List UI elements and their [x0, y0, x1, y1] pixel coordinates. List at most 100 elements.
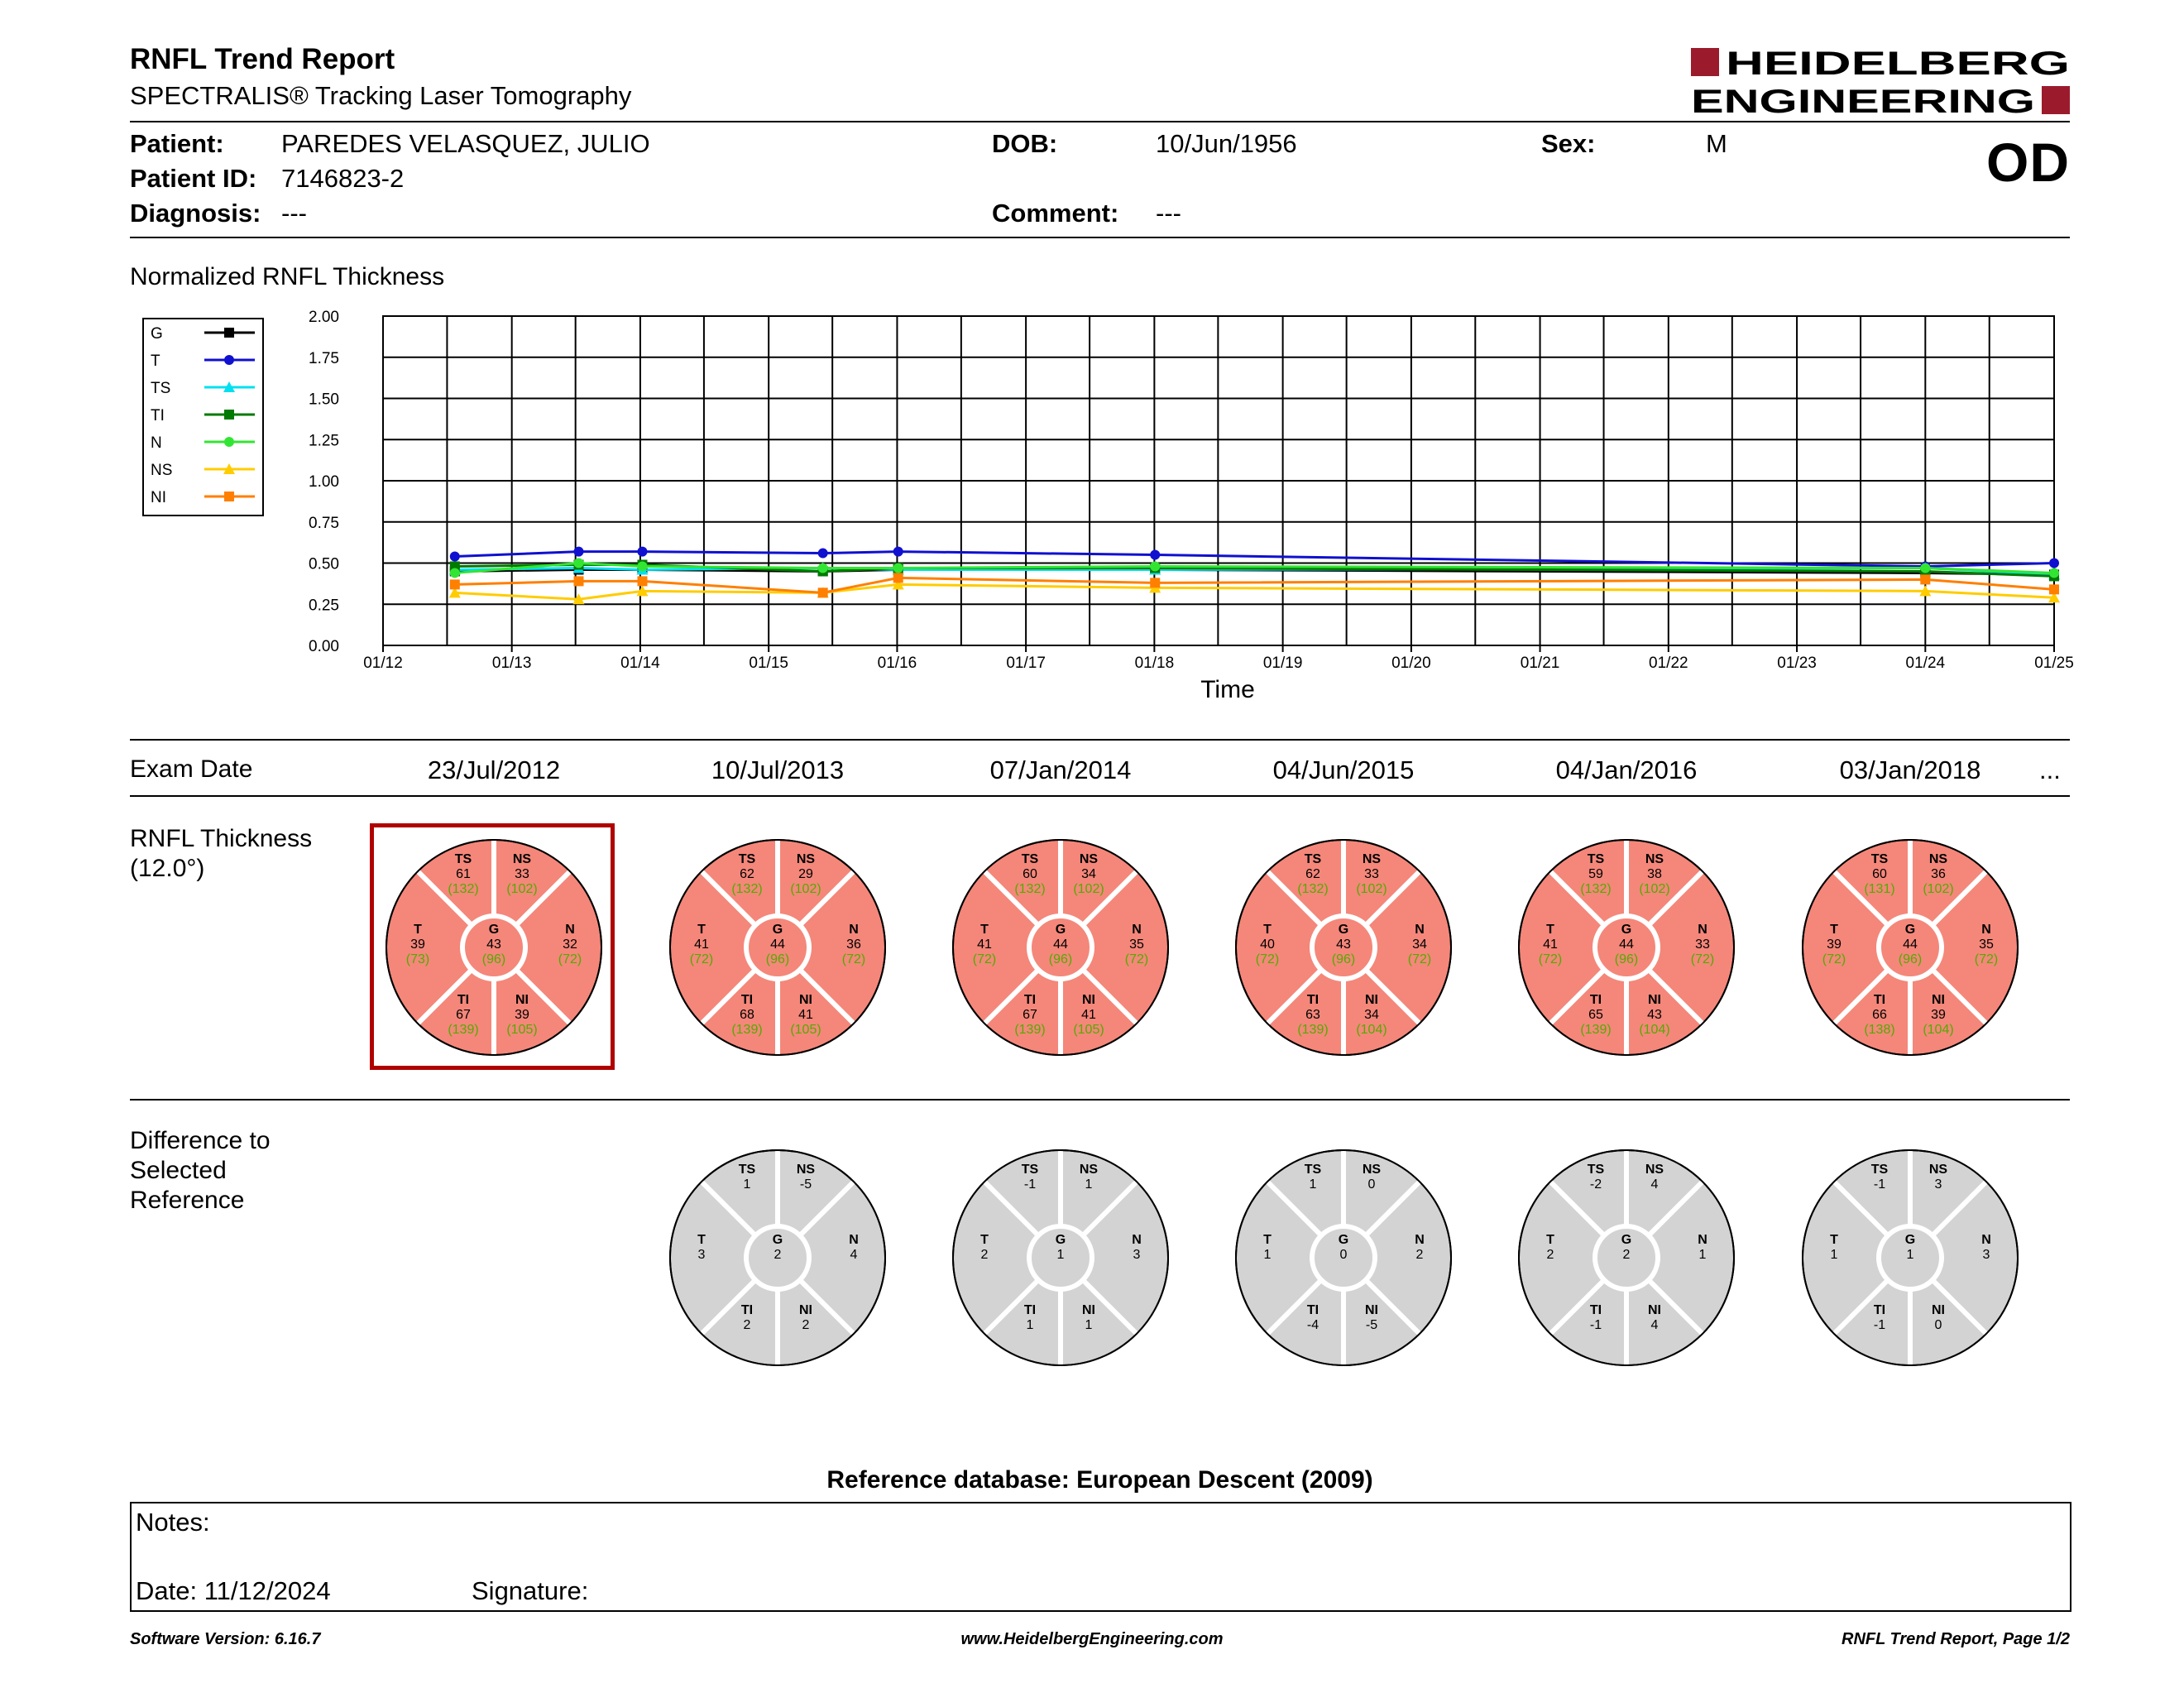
global-sector	[1592, 914, 1660, 981]
exam-date-5[interactable]: 04/Jan/2016	[1555, 755, 1698, 784]
sector-ts: TS-1	[1871, 1163, 1889, 1192]
exam-date-1[interactable]: 23/Jul/2012	[427, 755, 561, 784]
x-axis-label: Time	[1200, 676, 1255, 703]
x-tick-label: 01/19	[1263, 655, 1303, 672]
sector-g: G1	[1056, 1233, 1066, 1262]
report-title: RNFL Trend Report	[130, 43, 395, 75]
sector-name: TI	[457, 993, 469, 1007]
sector-n: N2	[1415, 1233, 1425, 1262]
sector-divider	[514, 967, 572, 1026]
sector-name: T	[697, 1233, 706, 1247]
sector-n: N33(72)	[1691, 923, 1714, 966]
sector-t: T41(72)	[1539, 923, 1562, 966]
thickness-circle-1: TS61(132)NS33(102)T39(73)G43(96)N32(72)T…	[386, 839, 602, 1056]
legend-item-ns: NS	[151, 462, 255, 479]
sector-reference: (96)	[1332, 952, 1355, 966]
global-sector	[1027, 1224, 1094, 1292]
sector-reference: (132)	[1297, 882, 1328, 896]
sector-ns: NS-5	[797, 1163, 816, 1192]
sector-reference: (72)	[1408, 952, 1431, 966]
legend-label: G	[151, 325, 163, 343]
sector-value: -5	[1366, 1318, 1377, 1332]
sector-ti: TI2	[741, 1303, 753, 1332]
sector-divider	[1548, 967, 1607, 1026]
exam-date-3[interactable]: 07/Jan/2014	[989, 755, 1132, 784]
difference-label-3: Reference	[130, 1187, 245, 1214]
sector-reference: (102)	[790, 882, 821, 896]
selected-exam-box[interactable]	[370, 823, 615, 1070]
sector-value: 33	[1695, 938, 1710, 952]
difference-label-2: Selected	[130, 1157, 227, 1184]
sector-value: 33	[515, 867, 529, 881]
sector-value: -5	[800, 1177, 812, 1192]
more-exams-indicator[interactable]: ...	[2039, 755, 2061, 784]
sector-name: G	[1905, 923, 1915, 937]
website[interactable]: www.HeidelbergEngineering.com	[960, 1630, 1224, 1648]
sector-value: 1	[1310, 1177, 1317, 1192]
sector-name: TS	[1871, 852, 1889, 866]
notes-box[interactable]	[130, 1502, 2071, 1612]
data-point-n	[1150, 561, 1161, 572]
data-point-t	[2049, 558, 2059, 568]
sector-reference: (102)	[506, 882, 537, 896]
exam-date-label: Exam Date	[130, 755, 253, 783]
sector-divider	[1646, 869, 1705, 928]
data-point-n	[2049, 568, 2059, 578]
sector-ts: TS1	[1305, 1163, 1322, 1192]
global-sector	[1310, 1224, 1377, 1292]
sector-ts: TS-1	[1022, 1163, 1039, 1192]
sector-value: 4	[1651, 1318, 1659, 1332]
series-n	[449, 558, 2059, 578]
global-sector	[1592, 1224, 1660, 1292]
sector-divider	[1832, 967, 1890, 1026]
sector-reference: (72)	[1539, 952, 1562, 966]
sector-name: NI	[799, 993, 812, 1007]
sector-value: 62	[740, 867, 754, 881]
legend-swatch-marker	[223, 381, 235, 392]
dob-value: 10/Jun/1956	[1156, 129, 1297, 158]
sector-value: 44	[770, 938, 785, 952]
signature-label: Signature:	[472, 1576, 589, 1605]
sector-n: N1	[1698, 1233, 1707, 1262]
sector-value: 2	[1623, 1248, 1631, 1262]
sector-name: TI	[1874, 993, 1885, 1007]
data-point-n	[573, 558, 584, 568]
exam-date-4[interactable]: 04/Jun/2015	[1272, 755, 1415, 784]
series-line-ni	[454, 576, 2055, 594]
sector-reference: (102)	[1923, 882, 1953, 896]
sector-divider	[1363, 1179, 1422, 1238]
legend-swatch-marker	[224, 328, 234, 338]
sector-divider	[1930, 869, 1989, 928]
sector-divider	[699, 1179, 758, 1238]
sector-name: TS	[1588, 1163, 1605, 1177]
x-tick-label: 01/20	[1391, 655, 1431, 672]
sector-divider	[514, 869, 572, 928]
data-point-ns	[448, 587, 461, 598]
sector-name: N	[849, 923, 859, 937]
sector-reference: (96)	[766, 952, 789, 966]
data-point-ns	[2048, 592, 2060, 603]
global-sector	[1027, 914, 1094, 981]
exam-date-6[interactable]: 03/Jan/2018	[1839, 755, 1981, 784]
sector-value: 41	[1543, 938, 1558, 952]
sector-name: N	[1415, 923, 1425, 937]
exam-date-2[interactable]: 10/Jul/2013	[711, 755, 845, 784]
sector-value: 36	[846, 938, 861, 952]
sector-reference: (139)	[1580, 1023, 1611, 1037]
notes-label: Notes:	[136, 1508, 210, 1537]
data-point-ni	[449, 579, 460, 590]
sector-value: 65	[1588, 1008, 1603, 1022]
sector-value: 35	[1129, 938, 1144, 952]
sector-name: G	[489, 923, 499, 937]
sector-g: G43(96)	[1332, 923, 1355, 966]
sector-g: G44(96)	[1899, 923, 1922, 966]
sector-divider	[1080, 1278, 1139, 1336]
